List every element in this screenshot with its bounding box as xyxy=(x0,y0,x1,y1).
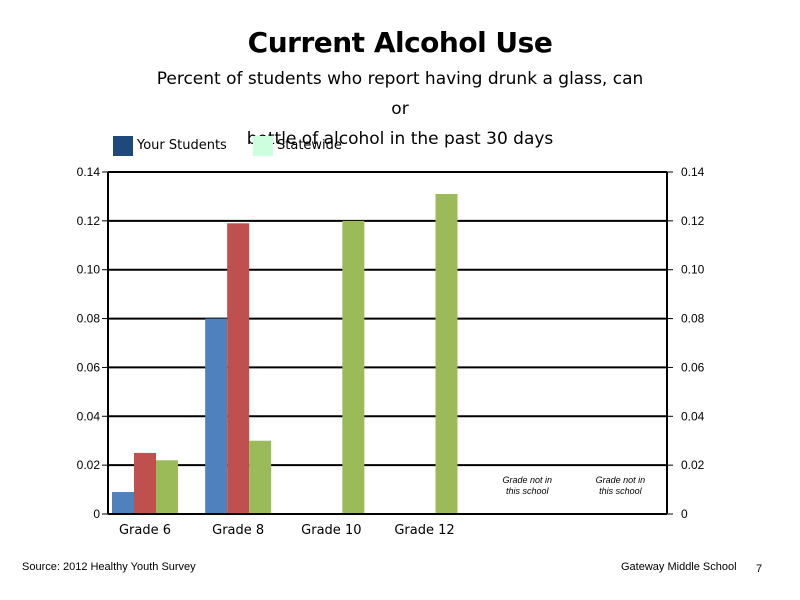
bar-series1-0 xyxy=(112,492,134,514)
subtitle-line-2: bottle of alcohol in the past 30 days xyxy=(246,129,554,149)
legend-swatch-statewide xyxy=(253,136,273,156)
chart-subtitle: Percent of students who report having dr… xyxy=(150,64,650,154)
y-tick-label-left: 0.02 xyxy=(77,458,101,472)
y-tick-label-right: 0.06 xyxy=(681,360,705,374)
y-tick-label-right: 0.14 xyxy=(681,165,705,179)
y-tick-label-right: 0.08 xyxy=(681,312,705,326)
annotation-line-2: this school xyxy=(599,486,643,496)
bar-series3-0 xyxy=(156,460,178,514)
bar-series1-1 xyxy=(205,318,228,514)
y-tick-label-right: 0.02 xyxy=(681,458,705,472)
bar-series3-3 xyxy=(435,193,458,514)
annotation-line-2: this school xyxy=(506,486,550,496)
y-tick-label-right: 0 xyxy=(681,507,688,521)
legend-label-statewide: Statewide xyxy=(277,138,342,153)
y-tick-label-left: 0.14 xyxy=(77,165,101,179)
y-tick-label-left: 0.06 xyxy=(77,360,101,374)
chart-title: Current Alcohol Use xyxy=(247,26,553,59)
bar-series3-1 xyxy=(249,440,272,514)
y-tick-label-left: 0.04 xyxy=(77,409,101,423)
annotation-line-1: Grade not in xyxy=(502,475,552,485)
bar-series2-0 xyxy=(134,452,156,514)
y-tick-label-left: 0.08 xyxy=(77,312,101,326)
y-tick-label-left: 0.12 xyxy=(77,214,101,228)
legend-label-your-students: Your Students xyxy=(137,138,227,153)
x-category-label: Grade 6 xyxy=(119,523,171,538)
y-tick-label-left: 0 xyxy=(93,507,100,521)
bar-series2-1 xyxy=(227,223,250,515)
y-tick-label-left: 0.10 xyxy=(77,263,101,277)
source-note: Source: 2012 Healthy Youth Survey xyxy=(22,561,196,573)
subtitle-line-1: Percent of students who report having dr… xyxy=(156,69,644,119)
page-number: 7 xyxy=(756,563,763,575)
x-category-label: Grade 10 xyxy=(301,523,361,538)
annotation-line-1: Grade not in xyxy=(596,475,646,485)
bar-series3-2 xyxy=(342,220,365,514)
y-tick-label-right: 0.04 xyxy=(681,409,705,423)
school-name: Gateway Middle School xyxy=(621,561,737,573)
y-tick-label-right: 0.12 xyxy=(681,214,705,228)
x-category-label: Grade 12 xyxy=(394,523,454,538)
legend-swatch-your-students xyxy=(113,136,133,156)
x-category-label: Grade 8 xyxy=(212,523,264,538)
y-tick-label-right: 0.10 xyxy=(681,263,705,277)
